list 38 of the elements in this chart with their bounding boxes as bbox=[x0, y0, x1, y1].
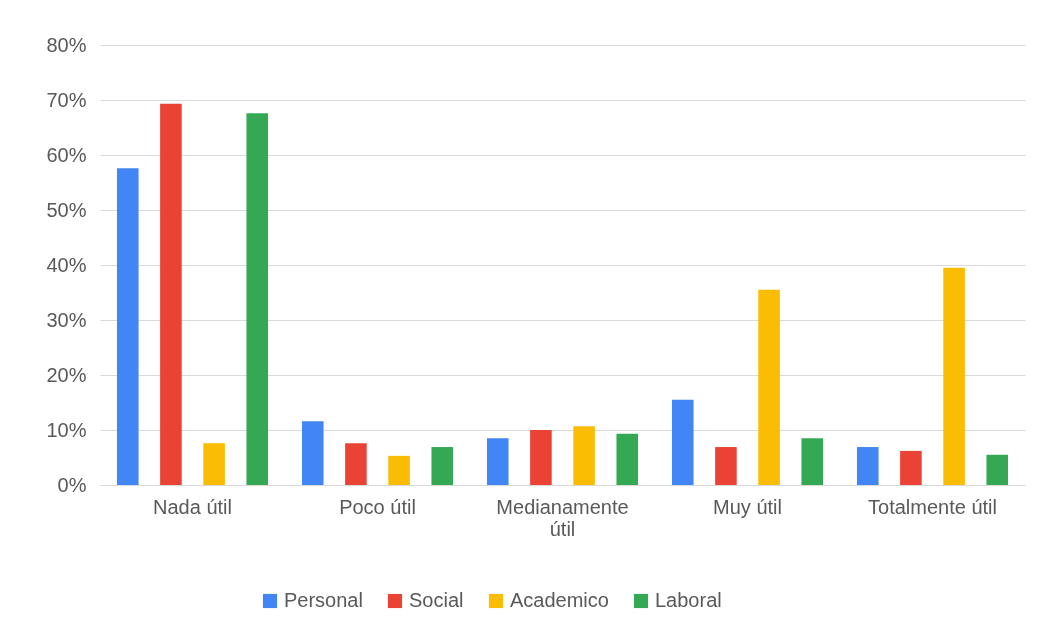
x-tick-label: Medianamente útil bbox=[496, 495, 629, 540]
bar bbox=[573, 426, 595, 485]
bar bbox=[203, 443, 225, 485]
y-tick-label: 60% bbox=[46, 143, 87, 166]
y-tick-label: 20% bbox=[46, 363, 87, 386]
bar bbox=[986, 454, 1009, 485]
bar bbox=[160, 103, 182, 485]
x-tick-label: Poco útil bbox=[339, 495, 416, 518]
bar bbox=[758, 289, 780, 485]
bar bbox=[345, 443, 367, 485]
bar bbox=[388, 455, 410, 485]
bar bbox=[900, 450, 922, 485]
bar bbox=[116, 168, 139, 485]
y-tick-label: 80% bbox=[46, 33, 87, 56]
bar bbox=[943, 267, 965, 485]
legend-label: Laboral bbox=[655, 589, 722, 611]
bar bbox=[431, 447, 454, 485]
y-tick-label: 30% bbox=[46, 308, 87, 331]
bar bbox=[486, 438, 509, 485]
x-tick-label: Nada útil bbox=[153, 495, 232, 518]
y-tick-label: 40% bbox=[46, 253, 87, 276]
bar bbox=[616, 433, 639, 485]
legend-label: Academico bbox=[510, 589, 609, 611]
legend-label: Personal bbox=[284, 589, 363, 611]
legend-label: Social bbox=[409, 589, 464, 611]
bar bbox=[246, 113, 269, 485]
y-tick-label: 0% bbox=[57, 473, 87, 496]
y-tick-label: 10% bbox=[46, 418, 87, 441]
bar bbox=[715, 447, 737, 485]
bar bbox=[301, 421, 324, 485]
bar bbox=[671, 399, 694, 485]
bar bbox=[801, 438, 824, 485]
y-tick-label: 50% bbox=[46, 198, 87, 221]
x-tick-label: Totalmente útil bbox=[868, 495, 997, 518]
y-tick-label: 70% bbox=[46, 88, 87, 111]
bar bbox=[530, 430, 552, 485]
bar bbox=[856, 447, 879, 485]
x-tick-label: Muy útil bbox=[713, 495, 782, 518]
